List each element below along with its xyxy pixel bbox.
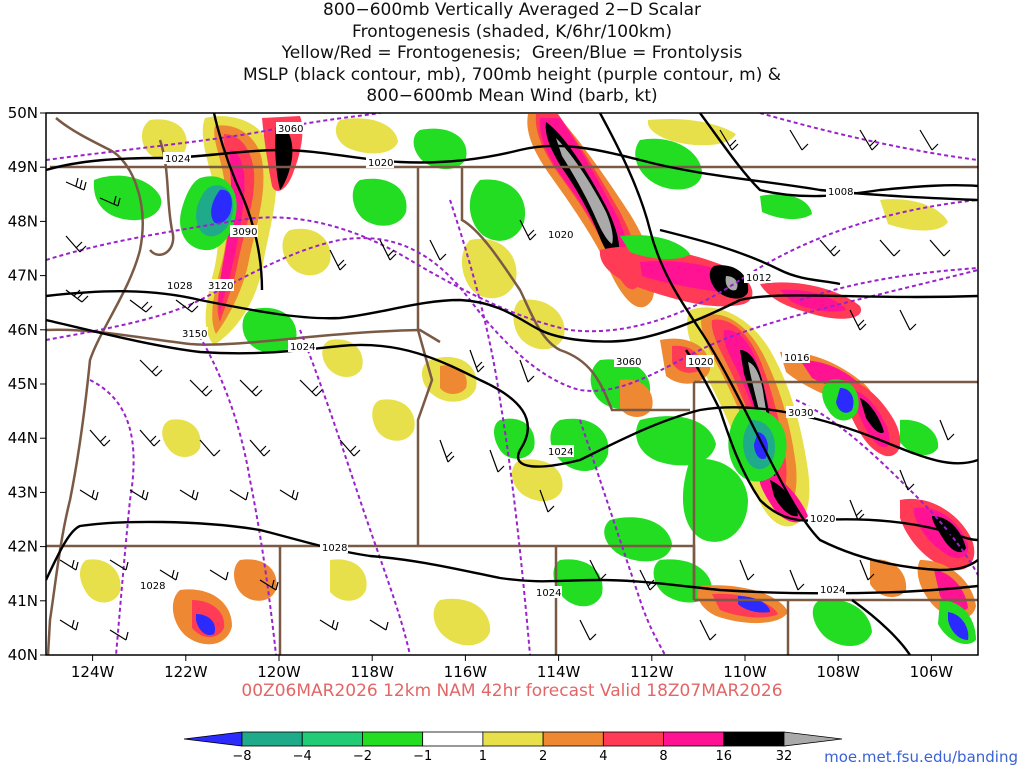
lat-label: 45N	[8, 375, 38, 393]
colorbar-legend: −8 −4 −2 −1 1 2 4 8 16 32	[183, 731, 843, 764]
lat-label: 50N	[8, 104, 38, 122]
mslp-label: 1012	[746, 273, 771, 284]
mslp-label: 1024	[548, 447, 573, 458]
mslp-label: 1008	[828, 187, 853, 198]
lat-label: 44N	[8, 429, 38, 447]
colorbar-tick-label: 4	[599, 749, 607, 764]
mslp-label: 1024	[165, 154, 190, 165]
latitude-labels: 50N 49N 48N 47N 46N 45N 44N 43N 42N 41N 40N	[8, 104, 38, 664]
mslp-label: 1024	[820, 585, 845, 596]
title-line-1: 800−600mb Vertically Averaged 2−D Scalar	[323, 0, 701, 20]
lon-label: 112W	[630, 663, 674, 681]
title-line-3: Yellow/Red = Frontogenesis; Green/Blue =…	[281, 43, 743, 64]
longitude-ticks	[92, 655, 932, 661]
title-line-2: Frontogenesis (shaded, K/6hr/100km)	[352, 21, 672, 42]
utah-wyoming-border	[556, 544, 696, 600]
colorbar-box	[482, 731, 544, 747]
lat-label: 40N	[8, 646, 38, 664]
title-line-4: MSLP (black contour, mb), 700mb height (…	[242, 64, 782, 85]
title-line-5: 800−600mb Mean Wind (barb, kt)	[366, 86, 658, 107]
colorbar-tick-label: 16	[716, 749, 733, 764]
colorbar-tick-label: −2	[353, 749, 372, 764]
map-title: 800−600mb Vertically Averaged 2−D Scalar…	[0, 0, 1024, 108]
latitude-ticks	[40, 112, 46, 656]
forecast-valid-text: 00Z06MAR2026 12km NAM 42hr forecast Vali…	[241, 681, 783, 701]
lat-label: 47N	[8, 267, 38, 285]
colorbar-box	[723, 731, 785, 747]
political-borders	[46, 117, 978, 655]
height-label: 3120	[208, 281, 233, 292]
idaho-west-border	[416, 167, 434, 546]
colorbar-tick-label: 2	[539, 749, 547, 764]
lon-label: 106W	[910, 663, 954, 681]
lat-label: 42N	[8, 538, 38, 556]
height-label: 3150	[182, 329, 207, 340]
colorbar-box	[542, 731, 604, 747]
wind-barbs	[59, 129, 955, 641]
colorbar-box	[422, 731, 484, 747]
colorbar-tick-label: −4	[293, 749, 312, 764]
lon-label: 124W	[71, 663, 115, 681]
idaho-montana-border	[460, 167, 690, 412]
colorbar-tick-label: 32	[776, 749, 793, 764]
height-label: 3060	[616, 357, 641, 368]
colorbar-box	[663, 731, 725, 747]
mslp-label: 1024	[536, 588, 561, 599]
height-label: 3090	[232, 227, 257, 238]
height-label: 3060	[278, 124, 303, 135]
lat-label: 49N	[8, 158, 38, 176]
contour-labels: 1024 1020 1008 1020 1012 1028 1024 1020 …	[138, 122, 854, 599]
mslp-label: 1020	[548, 230, 573, 241]
height-contours	[46, 113, 978, 655]
lat-label: 41N	[8, 592, 38, 610]
mslp-label: 1024	[290, 342, 315, 353]
colorbar-box	[362, 731, 424, 747]
lat-label: 48N	[8, 212, 38, 230]
lon-label: 108W	[816, 663, 860, 681]
colorbar-min-triangle	[183, 731, 243, 747]
lon-label: 120W	[257, 663, 301, 681]
oregon-california-nevada-border	[46, 544, 558, 655]
mslp-label: 1020	[688, 357, 713, 368]
mslp-label: 1016	[784, 353, 809, 364]
colorbar-box	[301, 731, 363, 747]
mslp-label: 1028	[167, 281, 192, 292]
coastline	[46, 117, 144, 655]
lon-label: 116W	[444, 663, 488, 681]
lon-label: 110W	[723, 663, 767, 681]
map-axes	[40, 112, 932, 661]
height-label: 3030	[788, 408, 813, 419]
map-plot-area: 1024 1020 1008 1020 1012 1028 1024 1020 …	[46, 113, 978, 655]
colorbar-box	[241, 731, 303, 747]
mslp-label: 1028	[322, 543, 347, 554]
lon-label: 118W	[350, 663, 394, 681]
mslp-label: 1028	[140, 581, 165, 592]
colorbar-tick-label: −8	[232, 749, 251, 764]
colorbar-tick-label: −1	[413, 749, 432, 764]
lon-label: 122W	[164, 663, 208, 681]
longitude-labels: 124W 122W 120W 118W 116W 114W 112W 110W 108W 106W	[71, 663, 953, 681]
colorbar-max-triangle	[783, 731, 843, 747]
lat-label: 43N	[8, 483, 38, 501]
colorbar-tick-label: 1	[479, 749, 487, 764]
lon-label: 114W	[537, 663, 581, 681]
credit-link[interactable]: moe.met.fsu.edu/banding	[824, 748, 1018, 766]
colorbar-tick-label: 8	[659, 749, 667, 764]
mslp-label: 1020	[810, 514, 835, 525]
lat-label: 46N	[8, 321, 38, 339]
mslp-label: 1020	[368, 158, 393, 169]
colorbar-box	[602, 731, 664, 747]
